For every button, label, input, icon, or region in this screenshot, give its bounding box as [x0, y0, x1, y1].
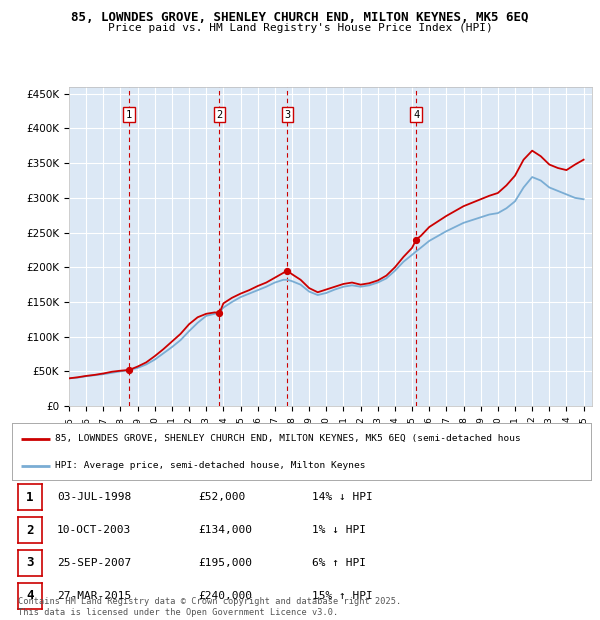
Text: 85, LOWNDES GROVE, SHENLEY CHURCH END, MILTON KEYNES, MK5 6EQ: 85, LOWNDES GROVE, SHENLEY CHURCH END, M… [71, 11, 529, 24]
Text: Price paid vs. HM Land Registry's House Price Index (HPI): Price paid vs. HM Land Registry's House … [107, 23, 493, 33]
Text: 4: 4 [26, 590, 34, 602]
Point [283, 266, 292, 276]
Point [412, 234, 421, 244]
Text: 1% ↓ HPI: 1% ↓ HPI [312, 525, 366, 535]
Text: 1: 1 [26, 491, 34, 503]
Text: 1: 1 [126, 110, 132, 120]
Text: Contains HM Land Registry data © Crown copyright and database right 2025.: Contains HM Land Registry data © Crown c… [18, 597, 401, 606]
Text: £134,000: £134,000 [198, 525, 252, 535]
Text: 2: 2 [26, 524, 34, 536]
Text: 15% ↑ HPI: 15% ↑ HPI [312, 591, 373, 601]
Point [124, 365, 134, 375]
Text: 2: 2 [217, 110, 223, 120]
Text: £52,000: £52,000 [198, 492, 245, 502]
Text: 27-MAR-2015: 27-MAR-2015 [57, 591, 131, 601]
Text: 6% ↑ HPI: 6% ↑ HPI [312, 558, 366, 568]
Text: 4: 4 [413, 110, 419, 120]
Text: 3: 3 [284, 110, 290, 120]
Text: This data is licensed under the Open Government Licence v3.0.: This data is licensed under the Open Gov… [18, 608, 338, 617]
Text: 85, LOWNDES GROVE, SHENLEY CHURCH END, MILTON KEYNES, MK5 6EQ (semi-detached hou: 85, LOWNDES GROVE, SHENLEY CHURCH END, M… [55, 435, 521, 443]
Point [215, 308, 224, 318]
Text: 3: 3 [26, 557, 34, 569]
Text: 25-SEP-2007: 25-SEP-2007 [57, 558, 131, 568]
Text: £195,000: £195,000 [198, 558, 252, 568]
Text: 10-OCT-2003: 10-OCT-2003 [57, 525, 131, 535]
Text: HPI: Average price, semi-detached house, Milton Keynes: HPI: Average price, semi-detached house,… [55, 461, 366, 470]
Text: 14% ↓ HPI: 14% ↓ HPI [312, 492, 373, 502]
Text: 03-JUL-1998: 03-JUL-1998 [57, 492, 131, 502]
Text: £240,000: £240,000 [198, 591, 252, 601]
